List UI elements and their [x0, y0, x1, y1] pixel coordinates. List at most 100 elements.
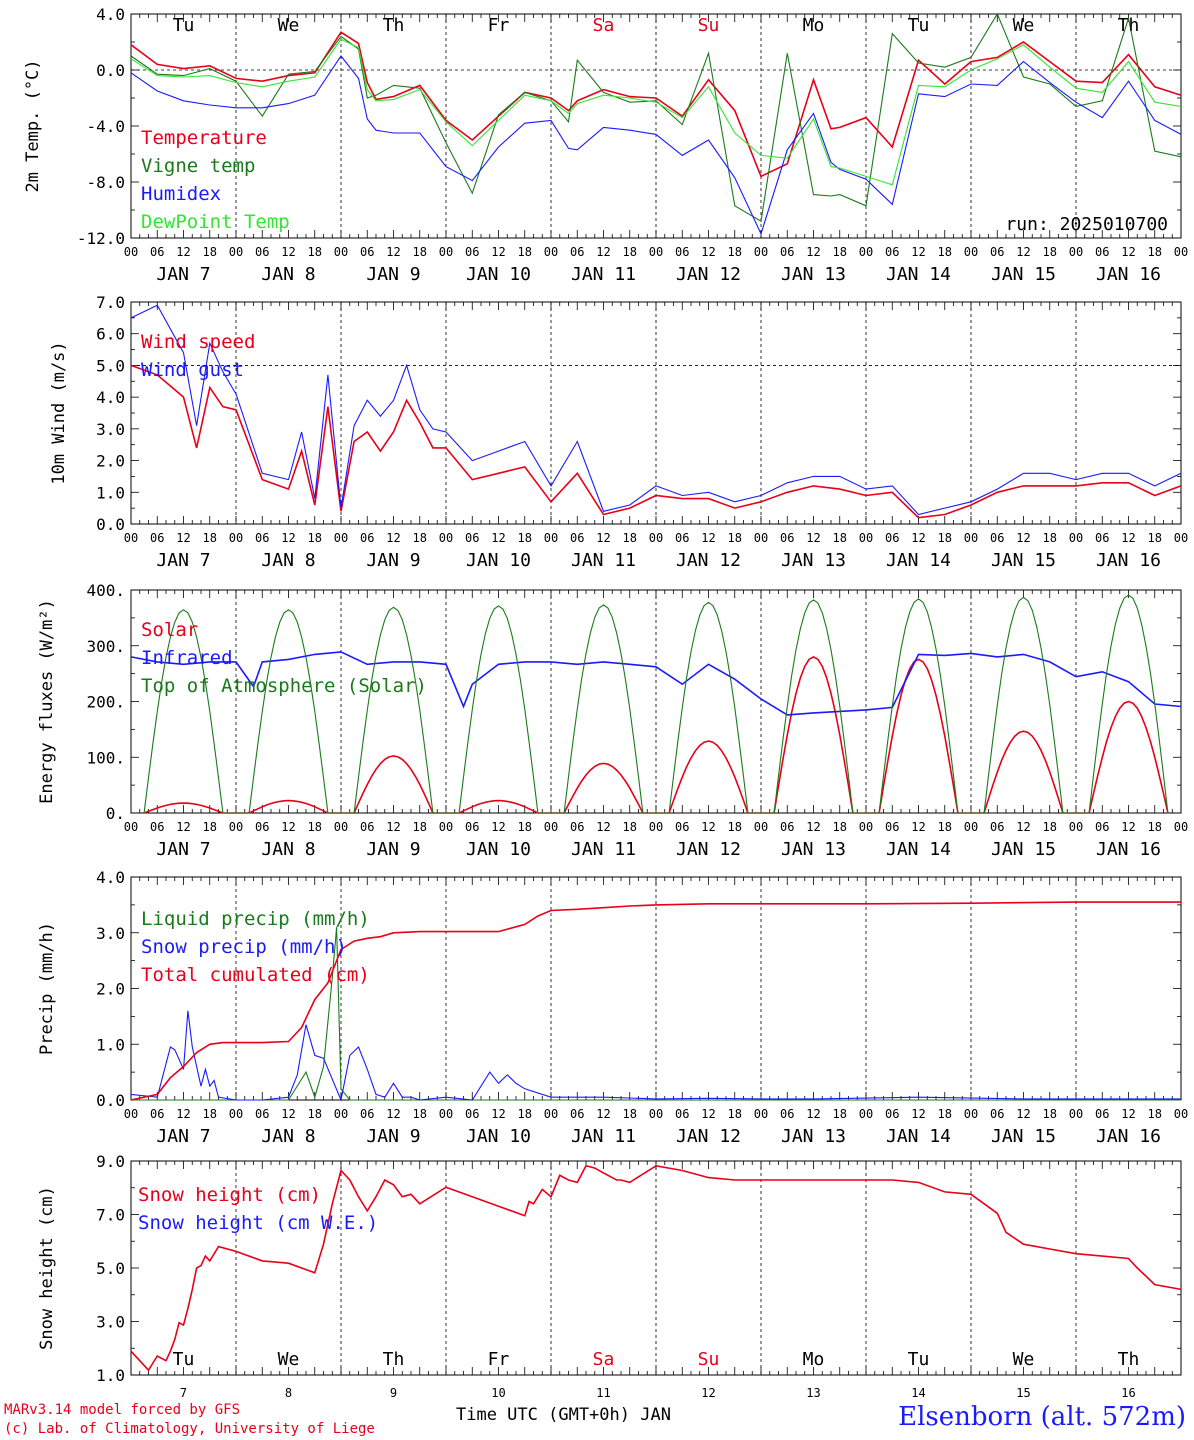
weekday-label: We	[278, 1349, 300, 1370]
y-tick-label: -8.0	[86, 173, 125, 192]
hour-tick-label: 18	[728, 820, 742, 834]
hour-tick-label: 18	[1148, 245, 1162, 259]
weekday-label: Th	[1118, 15, 1140, 36]
hour-tick-label: 00	[544, 820, 558, 834]
hour-tick-label: 06	[675, 531, 689, 545]
hour-tick-label: 00	[1069, 820, 1083, 834]
hour-tick-label: 06	[255, 245, 269, 259]
hour-tick-label: 12	[386, 531, 400, 545]
hour-tick-label: 06	[885, 1107, 899, 1121]
hour-tick-label: 12	[1016, 820, 1030, 834]
panel-2: 7.0 6.0 5.0 4.0 3.0 2.0 1.0 0.0 10m Wind (m/s) Wi…	[49, 293, 1188, 571]
hour-tick-label: 12	[491, 531, 505, 545]
date-label: JAN 15	[991, 839, 1056, 860]
hour-tick-label: 12	[806, 820, 820, 834]
hour-tick-label: 06	[150, 1107, 164, 1121]
hour-tick-label: 06	[360, 820, 374, 834]
date-label: JAN 15	[991, 1126, 1056, 1147]
hour-tick-label: 12	[911, 1107, 925, 1121]
hour-tick-label: 12	[596, 531, 610, 545]
hour-tick-label: 12	[596, 820, 610, 834]
hour-tick-label: 12	[281, 820, 295, 834]
date-label: JAN 11	[571, 839, 636, 860]
weekday-label: Th	[383, 1349, 405, 1370]
hour-tick-label: 12	[1121, 1107, 1135, 1121]
hour-tick-label: 18	[308, 820, 322, 834]
hour-tick-label: 00	[649, 1107, 663, 1121]
hour-tick-label: 18	[203, 820, 217, 834]
y-tick-label: -12.0	[77, 229, 125, 248]
hour-tick-label: 12	[386, 245, 400, 259]
hour-tick-label: 06	[675, 820, 689, 834]
hour-tick-label: 06	[570, 245, 584, 259]
hour-tick-label: 00	[649, 245, 663, 259]
hour-tick-label: 18	[1148, 820, 1162, 834]
hour-tick-label: 12	[806, 1107, 820, 1121]
day-number-label: 8	[285, 1386, 292, 1400]
date-label: JAN 8	[261, 1126, 315, 1147]
hour-tick-label: 06	[990, 1107, 1004, 1121]
hour-tick-label: 18	[203, 1107, 217, 1121]
date-label: JAN 8	[261, 550, 315, 571]
date-label: JAN 10	[466, 1126, 531, 1147]
hour-tick-label: 18	[623, 820, 637, 834]
hour-tick-label: 00	[334, 1107, 348, 1121]
hour-tick-label: 00	[229, 1107, 243, 1121]
series-line-snow-precip-mm-h-	[130, 1010, 1181, 1102]
y-tick-label: 4.0	[96, 5, 125, 24]
date-label: JAN 8	[261, 264, 315, 285]
date-label: JAN 12	[676, 264, 741, 285]
y-tick-label: 4.0	[96, 388, 125, 407]
legend-entry: Wind speed	[141, 331, 255, 353]
hour-tick-label: 18	[413, 820, 427, 834]
weekday-label: We	[1013, 1349, 1035, 1370]
hour-tick-label: 06	[1095, 1107, 1109, 1121]
date-label: JAN 11	[571, 550, 636, 571]
hour-tick-label: 18	[308, 245, 322, 259]
hour-tick-label: 00	[1069, 531, 1083, 545]
hour-tick-label: 00	[439, 245, 453, 259]
run-annotation: run: 2025010700	[1005, 214, 1168, 235]
hour-tick-label: 06	[150, 531, 164, 545]
hour-tick-label: 06	[465, 1107, 479, 1121]
hour-tick-label: 06	[255, 1107, 269, 1121]
hour-tick-label: 18	[413, 245, 427, 259]
date-label: JAN 13	[781, 839, 846, 860]
legend-entry: Snow height (cm)	[138, 1184, 321, 1206]
hour-tick-label: 12	[806, 245, 820, 259]
hour-tick-label: 06	[255, 820, 269, 834]
date-label: JAN 9	[366, 839, 420, 860]
date-label: JAN 13	[781, 264, 846, 285]
hour-tick-label: 18	[623, 1107, 637, 1121]
day-number-label: 14	[911, 1386, 925, 1400]
hour-tick-label: 18	[1148, 1107, 1162, 1121]
hour-tick-label: 06	[465, 245, 479, 259]
station-title: Elsenborn (alt. 572m)	[898, 1402, 1186, 1432]
hour-tick-label: 06	[465, 531, 479, 545]
legend-entry: Infrared	[141, 647, 233, 669]
hour-tick-label: 06	[885, 245, 899, 259]
hour-tick-label: 18	[203, 245, 217, 259]
hour-tick-label: 12	[701, 531, 715, 545]
plot-frame	[130, 13, 1182, 239]
hour-tick-label: 06	[780, 820, 794, 834]
hour-tick-label: 00	[649, 531, 663, 545]
legend-entry: Humidex	[141, 183, 221, 205]
weekday-label: Su	[698, 15, 720, 36]
date-label: JAN 13	[781, 1126, 846, 1147]
day-number-label: 12	[701, 1386, 715, 1400]
hour-tick-label: 00	[544, 1107, 558, 1121]
hour-tick-label: 00	[964, 245, 978, 259]
hour-tick-label: 18	[728, 531, 742, 545]
hour-tick-label: 12	[1121, 820, 1135, 834]
hour-tick-label: 06	[150, 820, 164, 834]
day-number-label: 15	[1016, 1386, 1030, 1400]
hour-tick-label: 00	[1174, 531, 1188, 545]
hour-tick-label: 12	[911, 820, 925, 834]
hour-tick-label: 12	[701, 820, 715, 834]
hour-tick-label: 00	[754, 820, 768, 834]
hour-tick-label: 00	[964, 820, 978, 834]
hour-tick-label: 06	[885, 531, 899, 545]
weekday-label: Tu	[173, 15, 195, 36]
